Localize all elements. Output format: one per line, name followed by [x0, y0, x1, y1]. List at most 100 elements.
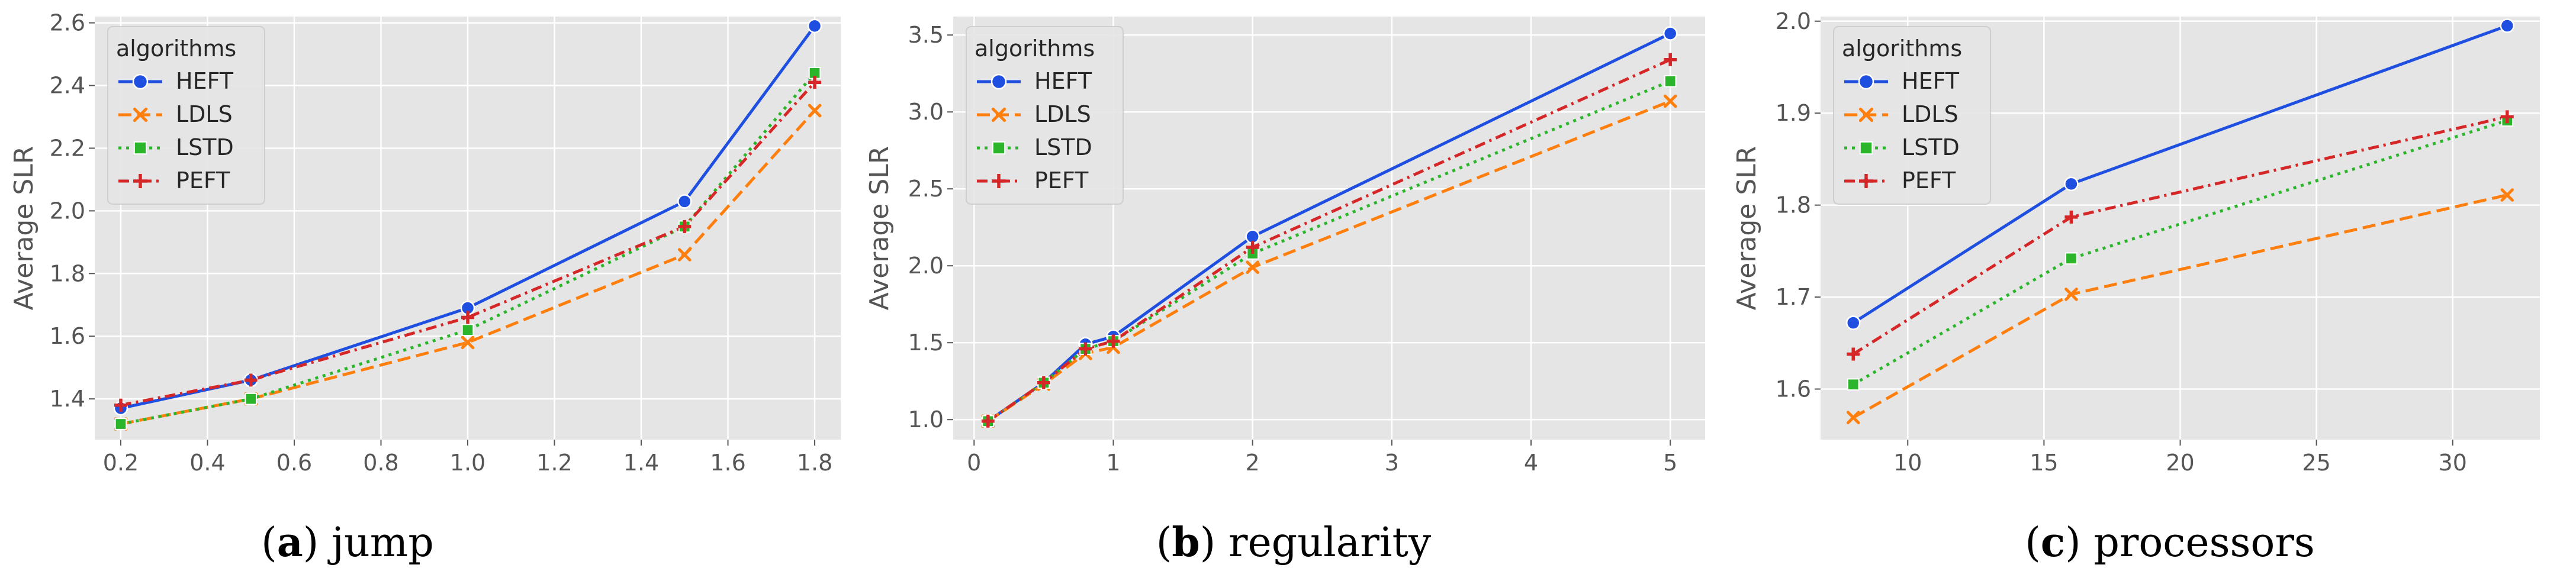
x-tick-label: 1.6: [710, 450, 745, 476]
legend-marker-heft: [1858, 73, 1874, 90]
data-point-peft: [808, 76, 822, 89]
data-point-peft: [2500, 110, 2514, 124]
data-point-heft: [2064, 176, 2079, 192]
caption-text: processors: [2093, 520, 2314, 566]
x-tick-label: 1: [1106, 450, 1120, 476]
y-tick-label: 1.6: [50, 323, 85, 349]
x-tick-label: 1.8: [797, 450, 832, 476]
x-tick-label: 5: [1663, 450, 1677, 476]
data-point-lstd: [1664, 75, 1677, 88]
data-point-peft: [1847, 347, 1860, 361]
legend-marker-ldls: [133, 107, 148, 122]
legend-title: algorithms: [116, 36, 236, 62]
data-point-lstd: [245, 392, 258, 405]
legend-label-lstd: LSTD: [1902, 134, 1960, 160]
data-point-peft: [1107, 334, 1120, 348]
legend-marker-ldls: [991, 107, 1006, 122]
legend-marker-peft: [1859, 174, 1873, 188]
chart-panel-jump: (a) jump 0.2 0.4 0.6 0.8 1.0 1.2 1.4 1.6 1.8 1.4 1…: [9, 10, 841, 566]
series-line-ldls: [120, 109, 816, 425]
y-tick-label: 1.6: [1776, 376, 1811, 402]
x-tick-label: 20: [2166, 450, 2194, 476]
x-tick-label: 3: [1385, 450, 1399, 476]
legend-box: [966, 26, 1124, 205]
series-line-peft: [120, 81, 816, 407]
data-point-ldls: [1246, 260, 1259, 275]
x-tick-label: 0.6: [276, 450, 312, 476]
y-tick-label: 3.0: [908, 99, 944, 125]
caption-letter: a: [277, 519, 303, 566]
y-tick-label: 1.0: [908, 406, 944, 433]
y-tick-label: 2.5: [908, 176, 944, 202]
legend-marker-peft: [992, 174, 1006, 188]
caption-letter: c: [2041, 519, 2065, 566]
data-point-heft: [1662, 26, 1678, 41]
caption-jump: (a) jump: [261, 519, 434, 566]
legend-label-ldls: LDLS: [1034, 101, 1091, 127]
x-tick-label: 25: [2302, 450, 2330, 476]
data-point-heft: [807, 18, 822, 34]
x-tick-label: 0.2: [103, 450, 139, 476]
chart-panel-regularity: (b) regularity 0 1 2 3 4 5 1.0 1.5 2.0 2.5 3.0 3.5 A…: [864, 17, 1705, 566]
legend-marker-heft: [990, 73, 1007, 90]
legend-label-heft: HEFT: [176, 68, 234, 94]
data-point-ldls: [1663, 94, 1677, 108]
y-tick-label: 1.7: [1776, 284, 1811, 310]
legend: algorithms HEFT LDLS LSTD PEFT: [966, 26, 1124, 205]
legend: algorithms HEFT LDLS LSTD PEFT: [107, 26, 265, 205]
y-tick-label: 1.8: [50, 260, 85, 286]
legend-marker-lstd: [1859, 141, 1873, 155]
data-point-heft: [1845, 315, 1861, 330]
data-point-peft: [1037, 376, 1050, 389]
data-point-ldls: [2500, 188, 2514, 202]
x-tick-label: 15: [2030, 450, 2058, 476]
series-line-ldls: [987, 99, 1671, 422]
data-point-peft: [1246, 241, 1259, 254]
y-tick-label: 1.4: [50, 386, 85, 412]
y-axis-label: Average SLR: [9, 146, 39, 311]
data-point-ldls: [808, 104, 822, 118]
x-tick-label: 0.4: [189, 450, 225, 476]
data-point-lstd: [2065, 252, 2077, 265]
legend-label-peft: PEFT: [1902, 167, 1956, 193]
y-tick-label: 1.9: [1776, 100, 1811, 126]
x-tick-label: 0.8: [363, 450, 398, 476]
legend-label-lstd: LSTD: [176, 134, 234, 160]
x-tick-label: 10: [1893, 450, 1922, 476]
legend-marker-ldls: [1858, 107, 1874, 122]
data-point-peft: [981, 414, 995, 428]
data-point-peft: [1079, 342, 1092, 356]
data-point-ldls: [677, 248, 692, 262]
data-point-peft: [114, 398, 127, 412]
data-point-lstd: [114, 418, 127, 430]
legend-box: [1833, 26, 1991, 205]
data-point-ldls: [2064, 288, 2078, 301]
data-point-peft: [461, 311, 474, 324]
legend-label-peft: PEFT: [176, 167, 230, 193]
y-tick-label: 2.0: [50, 198, 85, 224]
y-tick-label: 2.4: [50, 73, 85, 99]
caption-letter: b: [1172, 519, 1200, 566]
y-tick-label: 3.5: [908, 22, 944, 48]
caption-text: jump: [327, 520, 434, 566]
x-tick-label: 1.4: [623, 450, 659, 476]
x-tick-label: 1.2: [536, 450, 572, 476]
y-tick-label: 2.2: [50, 135, 85, 161]
data-point-heft: [2500, 18, 2515, 33]
y-tick-label: 1.8: [1776, 192, 1811, 218]
series-line-lstd: [1852, 119, 2508, 386]
data-point-heft: [677, 194, 692, 209]
legend-label-ldls: LDLS: [176, 101, 233, 127]
data-point-ldls: [461, 335, 475, 350]
chart-panel-processors: (c) processors 10 15 20 25 30 1.6 1.7 1.8 1.9 2.0…: [1732, 8, 2540, 566]
legend-marker-peft: [133, 174, 147, 188]
y-tick-label: 2.0: [908, 253, 944, 279]
legend-label-heft: HEFT: [1902, 68, 1960, 94]
legend-marker-lstd: [133, 141, 147, 155]
caption-processors: (c) processors: [2025, 519, 2315, 566]
legend-label-lstd: LSTD: [1034, 134, 1092, 160]
y-tick-label: 1.5: [908, 330, 944, 356]
x-tick-label: 2: [1246, 450, 1260, 476]
data-point-peft: [244, 373, 258, 387]
